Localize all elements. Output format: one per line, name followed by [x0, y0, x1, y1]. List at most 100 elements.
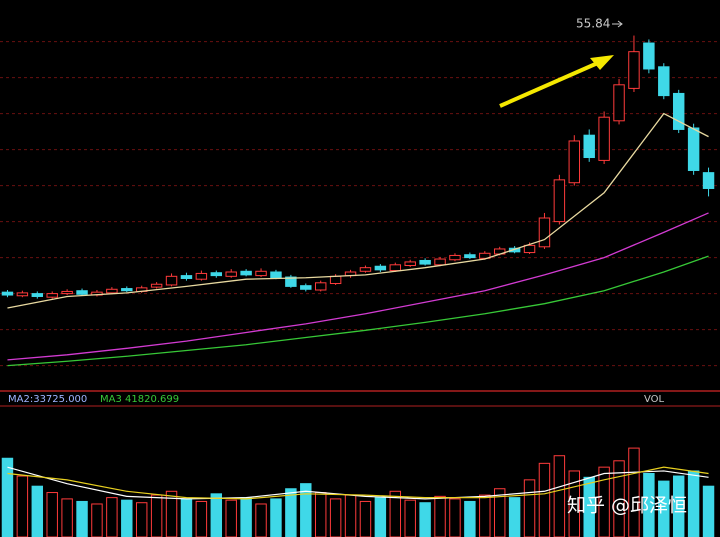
- volume-bar: [180, 498, 193, 537]
- candle-body: [702, 172, 715, 189]
- volume-bar: [46, 492, 58, 537]
- volume-bar: [195, 500, 208, 537]
- volume-bar: [16, 475, 29, 537]
- candle-body: [150, 283, 163, 288]
- candle-body: [359, 267, 372, 272]
- candle-body: [46, 293, 58, 298]
- volume-bar: [508, 497, 521, 537]
- volume-bar: [672, 475, 685, 537]
- volume-bar: [314, 492, 327, 537]
- volume-bar: [419, 502, 431, 537]
- volume-bar: [464, 500, 476, 537]
- volume-bar: [344, 494, 357, 537]
- volume-bar: [434, 495, 446, 537]
- candle-body: [464, 254, 476, 259]
- candle-body: [300, 285, 312, 290]
- peak-label: 55.84: [576, 17, 610, 31]
- volume-bar: [1, 457, 14, 537]
- volume-bar: [91, 503, 103, 537]
- volume-bar: [31, 485, 44, 537]
- candle-body: [613, 84, 625, 122]
- candle-body: [643, 42, 655, 70]
- candle-body: [508, 247, 521, 253]
- volume-bar: [61, 498, 73, 537]
- candle-body: [314, 282, 327, 291]
- candle-body: [419, 259, 431, 265]
- candle-body: [598, 116, 610, 161]
- candle-body: [479, 252, 491, 259]
- highlight-arrowhead: [590, 55, 614, 70]
- volume-bar: [150, 494, 163, 537]
- ma-line: [7, 255, 709, 367]
- volume-bar: [210, 493, 223, 537]
- candle-body: [374, 265, 387, 271]
- candle-body: [628, 51, 640, 89]
- volume-bar: [479, 494, 491, 537]
- ma-line: [7, 212, 709, 361]
- candle-body: [523, 244, 536, 254]
- volume-bar: [702, 485, 715, 537]
- volume-bar: [404, 499, 416, 537]
- candle-body: [658, 66, 670, 97]
- volume-bar: [643, 473, 655, 537]
- volume-bar: [106, 497, 118, 537]
- volume-ma-line: [7, 466, 709, 500]
- candle-body: [255, 270, 267, 277]
- volume-bar: [553, 455, 566, 537]
- volume-ma-line: [7, 466, 709, 500]
- peak-arrow: [612, 20, 623, 28]
- candle-body: [672, 92, 685, 130]
- candle-body: [568, 140, 581, 184]
- candle-body: [225, 271, 237, 277]
- volume-bar: [121, 499, 133, 537]
- candle-body: [1, 291, 14, 296]
- candle-body: [210, 272, 223, 277]
- volume-bar: [225, 499, 237, 537]
- watermark: 知乎 @邱泽恒: [567, 495, 687, 517]
- volume-bar: [374, 497, 387, 537]
- volume-bar: [359, 500, 372, 537]
- vol-label: VOL: [644, 394, 665, 405]
- volume-bar: [449, 498, 461, 537]
- vol-ma-legend: MA2:33725.000: [8, 394, 87, 405]
- volume-bar: [300, 483, 312, 537]
- volume-bar: [389, 490, 402, 537]
- candle-body: [16, 292, 29, 297]
- candle-body: [389, 264, 402, 272]
- candle-body: [165, 275, 178, 286]
- candle-body: [195, 272, 208, 280]
- volume-bar: [523, 479, 536, 537]
- candle-body: [106, 288, 118, 294]
- highlight-arrow: [499, 60, 601, 108]
- candle-body: [687, 127, 700, 171]
- candle-body: [61, 290, 73, 295]
- candle-body: [240, 270, 252, 276]
- volume-bar: [76, 500, 88, 537]
- volume-bar: [165, 490, 178, 537]
- volume-bar: [687, 470, 700, 537]
- candle-body: [538, 217, 551, 248]
- candle-body: [553, 179, 566, 223]
- candle-body: [31, 293, 44, 297]
- volume-bar: [270, 498, 282, 537]
- candle-body: [449, 254, 461, 261]
- candle-body: [121, 288, 133, 292]
- price-panel: [0, 35, 720, 367]
- candle-body: [404, 261, 416, 267]
- volume-bar: [240, 497, 252, 537]
- candle-body: [434, 258, 446, 266]
- ma-line: [7, 112, 709, 309]
- candle-body: [285, 276, 297, 287]
- volume-bar: [329, 498, 342, 537]
- candle-body: [329, 275, 342, 285]
- volume-bar: [628, 447, 640, 537]
- vol-ma-legend: MA3 41820.699: [100, 394, 179, 405]
- volume-bar: [135, 502, 148, 537]
- volume-bar: [255, 503, 267, 537]
- candle-body: [270, 271, 282, 279]
- candle-body: [583, 134, 595, 159]
- candle-body: [180, 275, 193, 279]
- volume-bar: [538, 462, 551, 537]
- candle-body: [76, 290, 88, 295]
